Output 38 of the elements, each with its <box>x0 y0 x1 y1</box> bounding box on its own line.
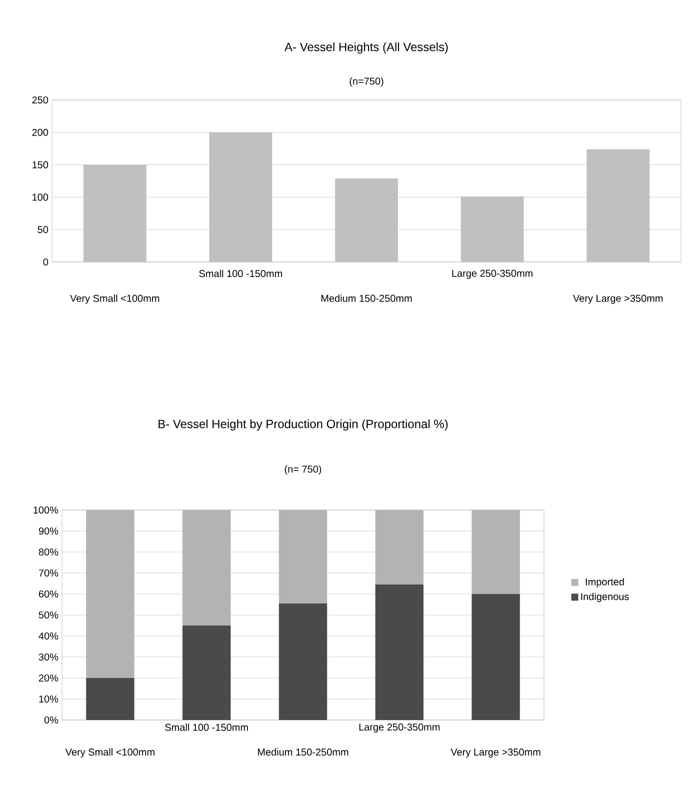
x-tick-label: Small 100 -150mm <box>199 270 282 278</box>
bar <box>86 678 134 720</box>
legend-label: Imported <box>586 578 624 588</box>
bar <box>472 594 520 720</box>
x-tick-label: Medium 150-250mm <box>321 294 412 302</box>
chart-title: A- Vessel Heights (All Vessels) <box>284 42 448 54</box>
x-tick-label: Very Small <100mm <box>70 294 160 304</box>
chart-subtitle: (n= 750) <box>284 465 322 475</box>
x-tick-label: Large 250-350mm <box>359 724 440 733</box>
y-tick-label: 250 <box>32 96 48 104</box>
x-tick-label: Small 100 -150mm <box>165 724 248 731</box>
y-tick-label: 40% <box>38 632 58 640</box>
legend-label: Indigenous <box>581 592 629 602</box>
y-tick-label: 50 <box>38 226 48 234</box>
bar <box>182 626 231 720</box>
y-tick-label: 100 <box>32 194 48 201</box>
bar <box>375 584 424 720</box>
bar <box>278 603 328 720</box>
y-tick-label: 50% <box>38 611 58 619</box>
y-tick-label: 150 <box>32 161 48 168</box>
x-tick-label: Very Large >350mm <box>450 748 540 758</box>
y-tick-label: 0 <box>43 258 48 266</box>
x-tick-label: Medium 150-250mm <box>258 748 348 756</box>
y-tick-label: 0% <box>44 716 58 724</box>
y-tick-label: 10% <box>39 695 58 703</box>
chart-subtitle: (n=750) <box>350 77 384 87</box>
x-tick-label: Large 250-350mm <box>452 270 532 279</box>
chart-title: B- Vessel Height by Production Origin (Proportional %) <box>158 419 448 431</box>
y-tick-label: 60% <box>38 590 58 598</box>
y-tick-label: 80% <box>38 548 58 556</box>
y-tick-label: 20% <box>38 674 58 682</box>
y-tick-label: 90% <box>38 527 58 535</box>
x-tick-label: Very Small <100mm <box>65 748 154 758</box>
y-tick-label: 30% <box>38 653 58 661</box>
y-tick-label: 200 <box>32 128 48 136</box>
y-tick-label: 100% <box>34 506 58 514</box>
y-tick-label: 70% <box>38 569 58 577</box>
x-tick-label: Very Large >350mm <box>572 294 663 304</box>
